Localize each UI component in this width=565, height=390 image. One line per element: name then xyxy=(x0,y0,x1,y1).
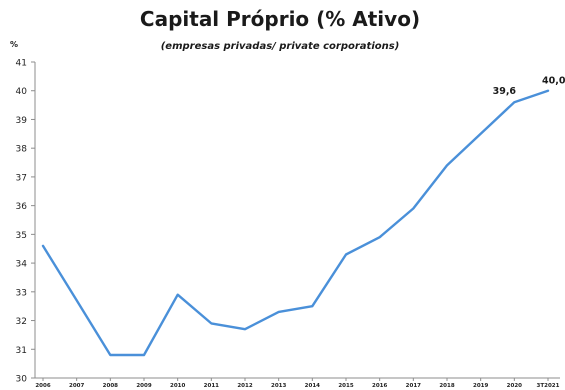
x-tick-label: 2010 xyxy=(170,383,185,389)
data-label: 39,6 xyxy=(493,86,517,97)
y-tick-label: 39 xyxy=(16,116,28,126)
x-tick-label: 2017 xyxy=(406,383,421,389)
chart-title: Capital Próprio (% Ativo) xyxy=(140,7,420,31)
y-tick-label: 30 xyxy=(16,375,28,385)
data-label: 40,0 xyxy=(542,76,565,87)
series-line xyxy=(41,89,550,357)
x-tick-label: 2011 xyxy=(204,383,219,389)
y-tick-label: 33 xyxy=(16,288,27,298)
y-tick-label: 38 xyxy=(16,145,28,155)
x-tick-label: 3T2021 xyxy=(537,383,560,389)
x-tick-label: 2016 xyxy=(372,383,387,389)
y-tick-label: 34 xyxy=(16,260,28,270)
y-tick-label: 36 xyxy=(16,202,28,212)
x-tick-label: 2009 xyxy=(136,383,151,389)
x-tick-label: 2013 xyxy=(271,383,286,389)
y-tick-label: 37 xyxy=(16,173,27,183)
x-tick-label: 2018 xyxy=(439,383,454,389)
x-tick-label: 2007 xyxy=(69,383,84,389)
y-tick-label: 40 xyxy=(16,87,28,97)
y-tick-label: 31 xyxy=(16,346,27,356)
x-tick-label: 2020 xyxy=(507,383,522,389)
x-tick-label: 2015 xyxy=(338,383,353,389)
y-tick-label: 32 xyxy=(16,317,27,327)
chart-subtitle: (empresas privadas/ private corporations… xyxy=(161,41,400,52)
y-tick-label: 41 xyxy=(16,59,27,69)
x-tick-label: 2012 xyxy=(237,383,252,389)
x-tick-label: 2008 xyxy=(103,383,118,389)
y-axis-unit-label: % xyxy=(10,40,18,49)
y-axis-ticks: 30 31 32 33 34 35 36 37 38 39 40 41 xyxy=(16,59,35,385)
x-tick-label: 2006 xyxy=(35,383,50,389)
data-labels-layer: 39,6 40,0 xyxy=(493,76,565,97)
series-layer xyxy=(41,89,550,357)
y-tick-label: 35 xyxy=(16,231,27,241)
x-axis-ticks: 2006 2007 2008 2009 2010 2011 2012 2013 2014 2015… xyxy=(35,378,560,389)
x-tick-label: 2019 xyxy=(473,383,488,389)
x-tick-label: 2014 xyxy=(305,383,320,389)
